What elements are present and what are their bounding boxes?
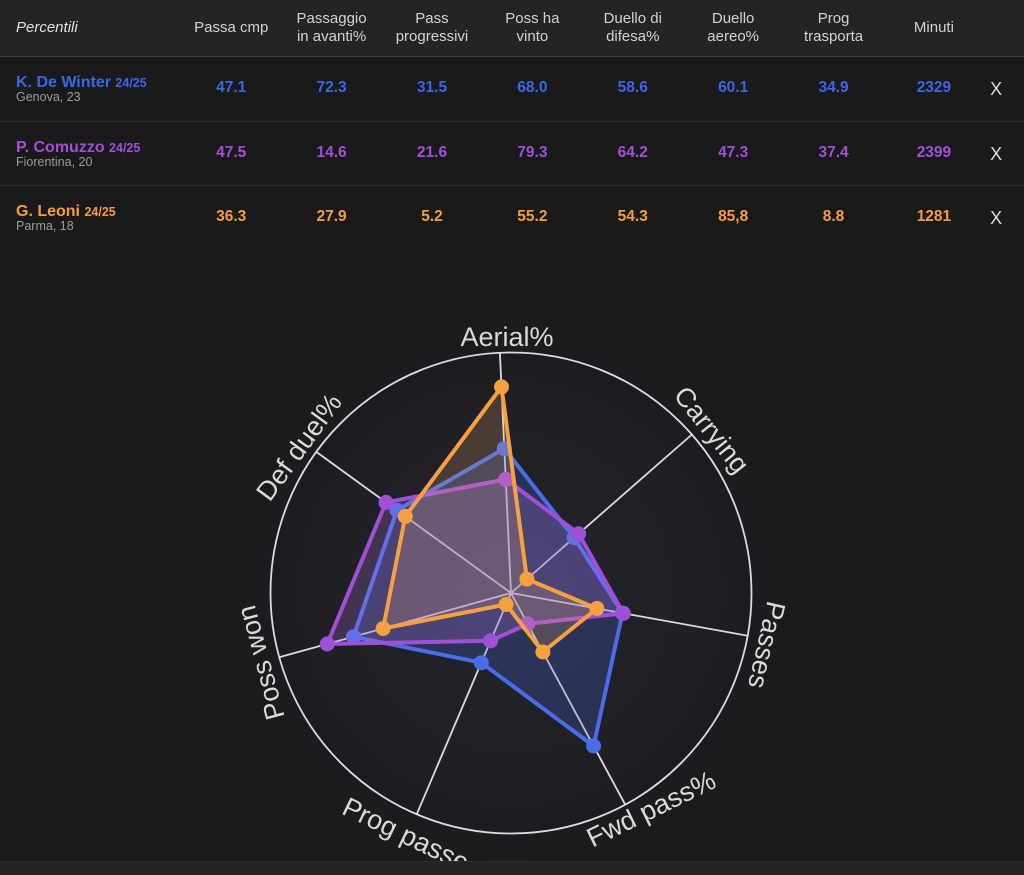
svg-text:Aerial%: Aerial% [460,322,553,352]
